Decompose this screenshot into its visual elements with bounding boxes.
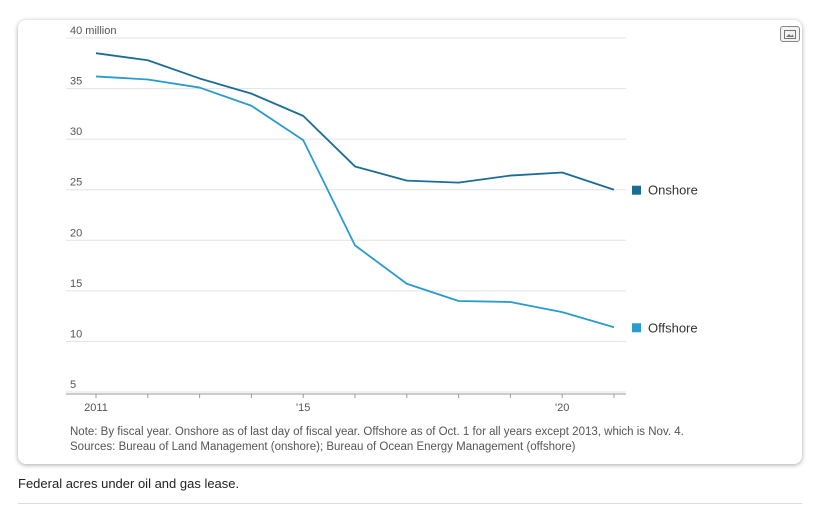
y-tick-label: 20: [70, 227, 82, 239]
y-tick-label: 25: [70, 177, 82, 189]
x-tick-label: '20: [555, 402, 569, 414]
divider: [18, 503, 802, 504]
legend-swatch-offshore: [632, 323, 641, 333]
sources-text: Sources: Bureau of Land Management (onsh…: [70, 441, 576, 453]
legend-swatch-onshore: [632, 185, 641, 195]
figure-caption: Federal acres under oil and gas lease.: [18, 476, 240, 491]
y-tick-label: 35: [70, 76, 82, 88]
y-tick-label: 15: [70, 278, 82, 290]
series-label-offshore: Offshore: [648, 320, 698, 335]
series-line-offshore: [95, 75, 615, 329]
series-label-onshore: Onshore: [648, 183, 698, 198]
series-line-onshore: [95, 52, 615, 191]
chart-note: Note: By fiscal year. Onshore as of last…: [70, 425, 684, 455]
line-chart: 40 million 35 30 25 20 15 10 5 2011 '15 '20 Onshore…: [66, 25, 698, 414]
image-icon: [784, 29, 796, 39]
x-tick-label: '15: [296, 402, 310, 414]
y-tick-label: 10: [70, 328, 82, 340]
chart-card: 40 million 35 30 25 20 15 10 5 2011 '15 '20 Onshore…: [18, 20, 802, 464]
x-tick-label: 2011: [84, 402, 108, 414]
y-tick-label: 5: [70, 379, 76, 391]
y-tick-label: 40 million: [70, 25, 116, 37]
note-text: Note: By fiscal year. Onshore as of last…: [70, 426, 684, 438]
y-tick-label: 30: [70, 126, 82, 138]
image-expand-icon[interactable]: [780, 26, 800, 42]
